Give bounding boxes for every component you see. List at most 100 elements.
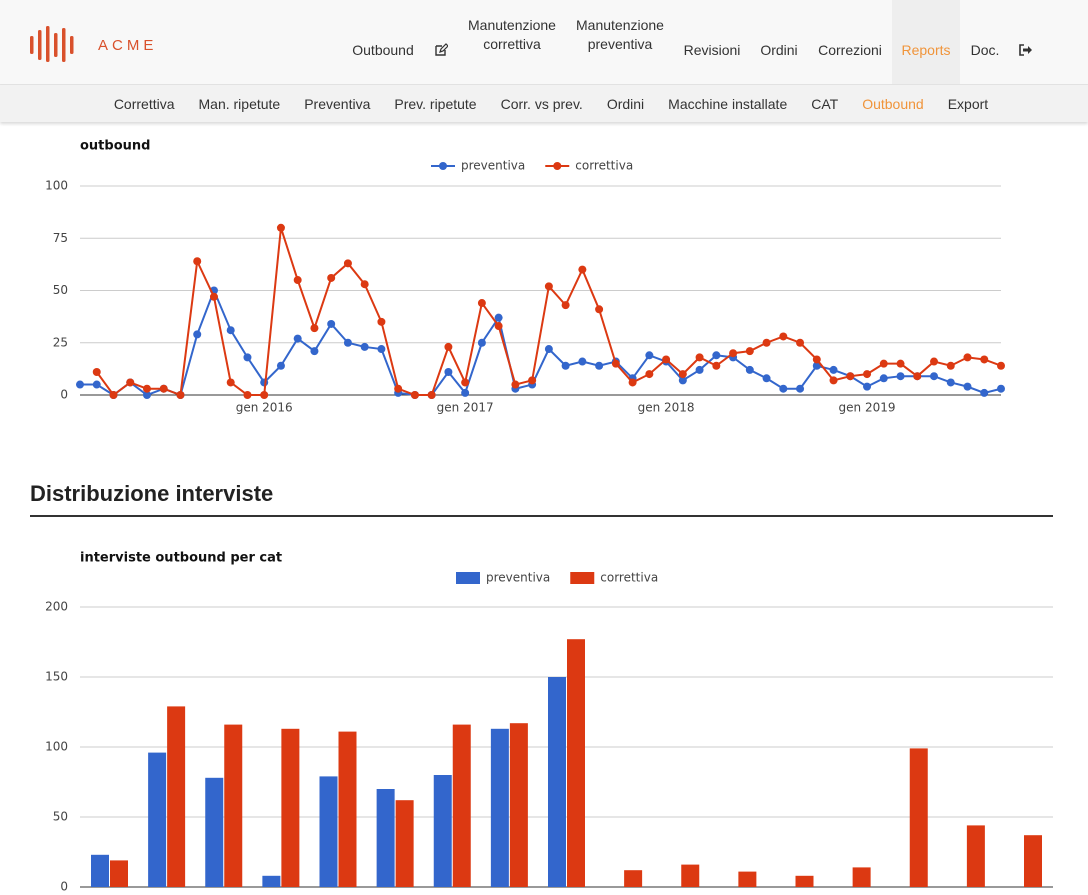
bar: [148, 752, 167, 887]
subnav-item[interactable]: Ordini: [606, 95, 645, 112]
x-tick-label: gen 2019: [839, 401, 896, 415]
bar: [281, 728, 300, 887]
data-point: [863, 382, 872, 391]
data-point: [695, 353, 704, 362]
data-point: [578, 265, 587, 274]
data-point: [812, 361, 821, 370]
nav-item[interactable]: Outbound: [352, 41, 414, 58]
data-point: [444, 342, 453, 351]
data-point: [327, 319, 336, 328]
data-point: [243, 353, 252, 362]
nav-item[interactable]: Revisioni: [683, 41, 741, 58]
data-point: [678, 370, 687, 379]
data-point: [712, 361, 721, 370]
data-point: [729, 349, 738, 358]
bar: [909, 748, 928, 887]
subnav-item[interactable]: Prev. ripetute: [394, 95, 477, 112]
data-point: [645, 351, 654, 360]
data-point: [879, 374, 888, 383]
bar: [338, 731, 357, 887]
legend-symbol: [570, 572, 595, 584]
nav-item[interactable]: Manutenzione correttiva: [468, 17, 556, 52]
data-point: [343, 259, 352, 268]
data-point: [896, 372, 905, 381]
data-point: [343, 338, 352, 347]
data-point: [260, 391, 269, 399]
data-point: [544, 345, 553, 354]
bar: [548, 677, 566, 887]
data-point: [930, 357, 939, 366]
data-point: [762, 338, 771, 347]
nav-item[interactable]: Correzioni: [818, 41, 882, 58]
subnav-item[interactable]: Outbound: [862, 95, 924, 112]
logo-text: ACME: [98, 37, 157, 54]
data-point: [796, 338, 805, 347]
data-point: [946, 378, 955, 387]
data-point: [997, 361, 1005, 370]
bar: [167, 706, 186, 887]
data-point: [226, 326, 235, 335]
bar: [681, 864, 700, 887]
data-point: [243, 391, 252, 399]
subnav-item[interactable]: Macchine installate: [668, 95, 788, 112]
legend-label: correttiva: [600, 571, 658, 585]
data-point: [209, 292, 218, 301]
data-point: [494, 313, 503, 322]
data-point: [544, 282, 553, 291]
x-tick-label: gen 2017: [437, 401, 494, 415]
data-point: [863, 370, 872, 379]
data-point: [963, 382, 972, 391]
data-point: [310, 324, 319, 333]
nav-item[interactable]: Doc.: [970, 41, 1000, 58]
data-point: [176, 391, 185, 399]
data-point: [444, 368, 453, 377]
subnav: Correttiva Man. ripetute Preventiva Prev. r…: [0, 85, 1088, 122]
series-line: [95, 227, 1002, 397]
data-point: [461, 388, 470, 397]
y-tick-label: 0: [60, 388, 68, 402]
data-point: [595, 305, 604, 314]
legend-label: preventiva: [486, 571, 550, 585]
subnav-item[interactable]: Correttiva: [113, 95, 175, 112]
data-point: [578, 357, 587, 366]
bar: [110, 860, 128, 887]
bar: [376, 789, 395, 887]
nav-item[interactable]: Manutenzione preventiva: [576, 17, 664, 52]
bar: [433, 775, 452, 887]
data-point: [293, 276, 302, 285]
data-point: [226, 378, 235, 387]
data-point: [611, 359, 620, 368]
bar: [852, 867, 871, 887]
data-point: [745, 365, 754, 374]
bar: [205, 777, 224, 887]
data-point: [779, 384, 788, 393]
bar: [490, 728, 509, 887]
data-point: [360, 342, 369, 351]
data-point: [193, 330, 202, 339]
header: ACME Outbound Manutenzione correttiva Ma…: [0, 0, 1088, 85]
data-point: [142, 391, 151, 399]
data-point: [92, 368, 101, 377]
nav-item[interactable]: Reports: [892, 0, 960, 84]
nav-item[interactable]: Ordini: [760, 41, 798, 58]
data-point: [997, 384, 1005, 393]
subnav-item[interactable]: Export: [947, 95, 989, 112]
subnav-item[interactable]: Corr. vs prev.: [500, 95, 583, 112]
subnav-item[interactable]: Preventiva: [304, 95, 371, 112]
edit-icon[interactable]: [434, 43, 448, 57]
data-point: [645, 370, 654, 379]
subnav-item[interactable]: CAT: [811, 95, 839, 112]
subnav-item[interactable]: Man. ripetute: [198, 95, 281, 112]
y-tick-label: 200: [45, 600, 68, 614]
data-point: [360, 280, 369, 289]
bar: [319, 776, 338, 887]
data-point: [377, 345, 386, 354]
data-point: [896, 359, 905, 368]
bar: [624, 870, 643, 887]
signout-icon[interactable]: [1019, 44, 1033, 56]
y-tick-label: 100: [45, 179, 68, 193]
data-point: [662, 355, 671, 364]
bar: [1024, 835, 1042, 887]
